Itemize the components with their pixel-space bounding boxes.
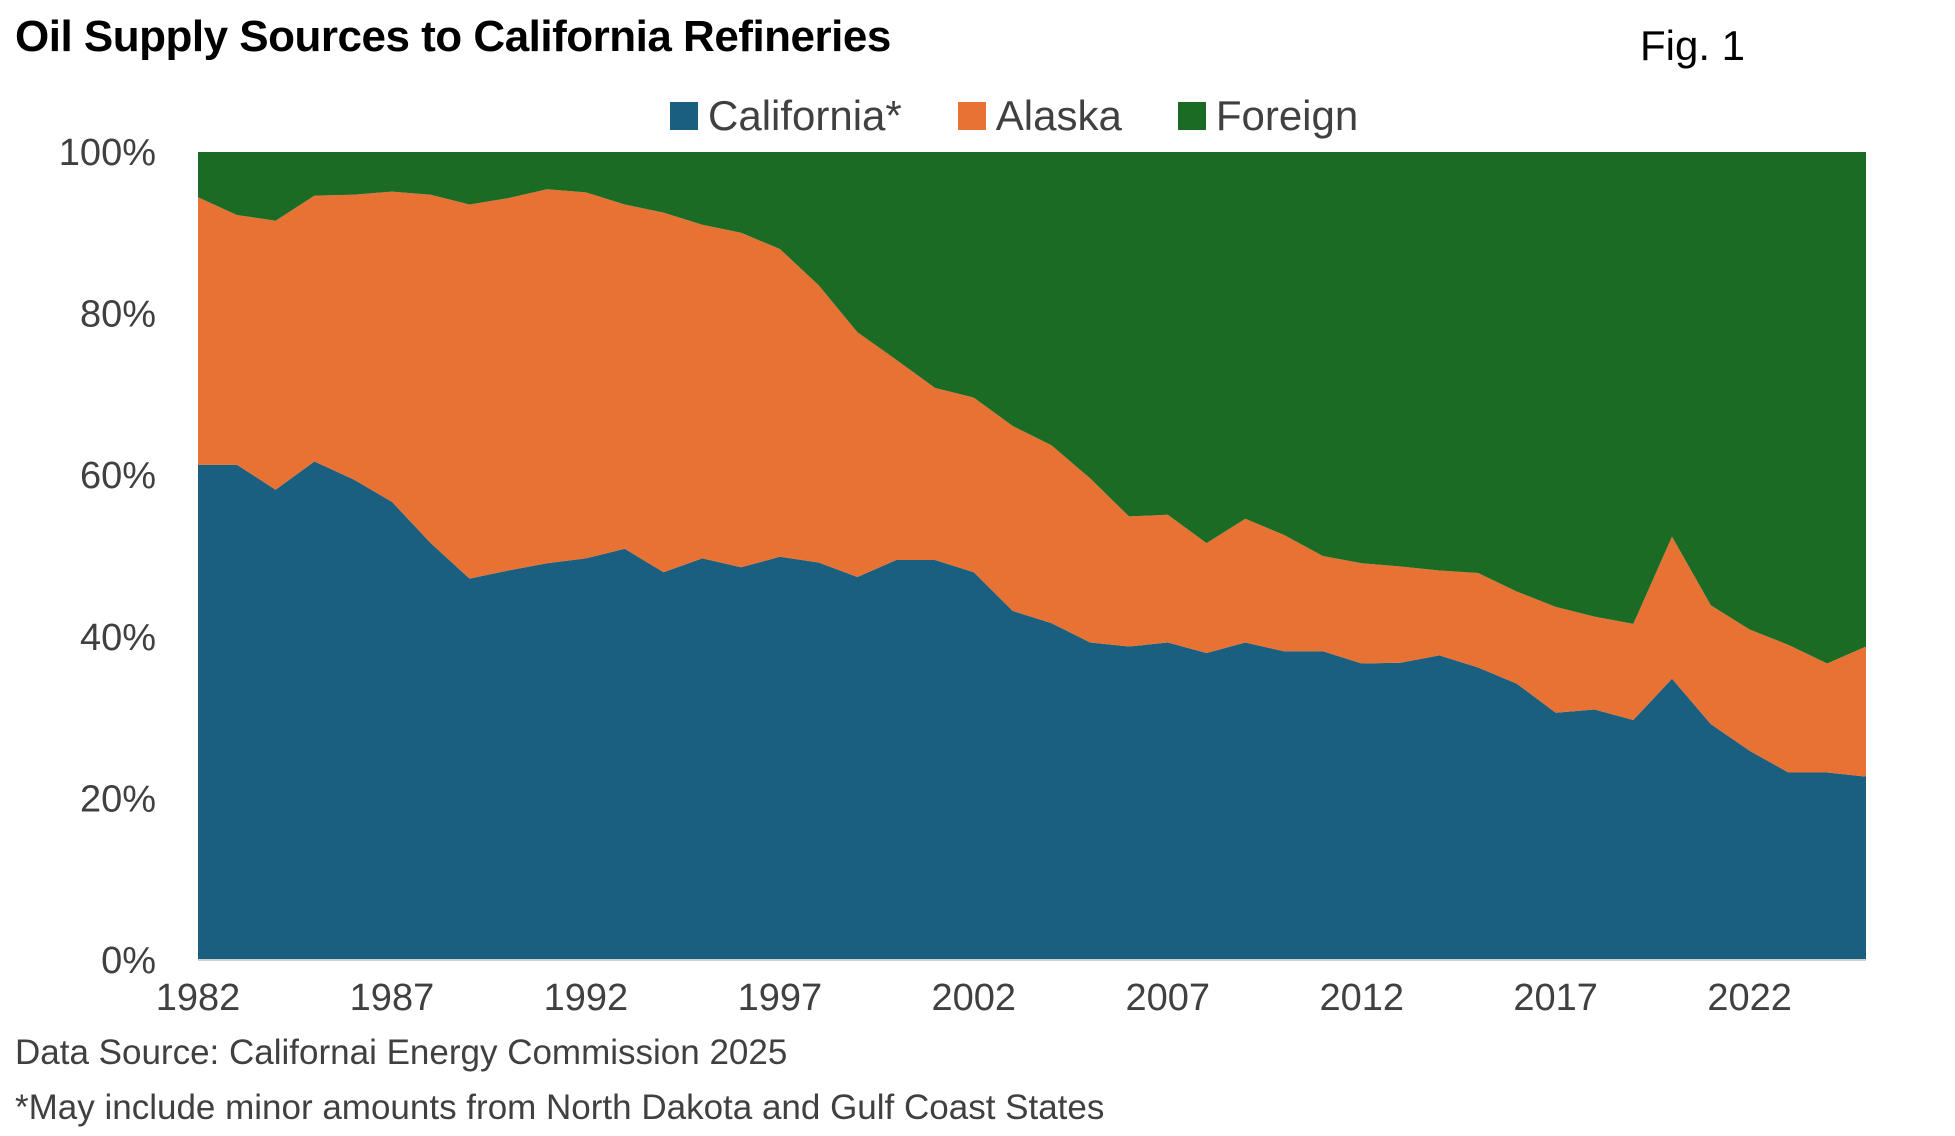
chart-legend: California* Alaska Foreign — [670, 88, 1358, 144]
legend-swatch-alaska — [957, 102, 986, 130]
legend-swatch-foreign — [1177, 102, 1206, 130]
x-tick-label: 2007 — [1125, 977, 1210, 1019]
y-tick-label: 40% — [80, 617, 156, 659]
x-tick-label: 1987 — [350, 977, 435, 1019]
y-tick-label: 80% — [80, 294, 156, 336]
x-axis-ticks: 1982 1987 1992 1997 2002 2007 2012 2017 2022 — [156, 977, 1792, 1019]
data-source-note: Data Source: Californai Energy Commissio… — [15, 1033, 788, 1072]
area-series-group — [198, 152, 1866, 960]
legend-item-foreign: Foreign — [1177, 92, 1359, 140]
x-tick-label: 2012 — [1319, 977, 1404, 1019]
area-series-foreign — [198, 152, 1866, 664]
chart-title: Oil Supply Sources to California Refiner… — [15, 12, 891, 61]
x-tick-label: 1982 — [156, 977, 241, 1019]
x-tick-label: 1997 — [738, 977, 823, 1019]
x-tick-label: 2022 — [1707, 977, 1792, 1019]
area-series-alaska — [198, 189, 1866, 777]
legend-label-california: California* — [708, 92, 902, 139]
y-axis-ticks: 0% 20% 40% 60% 80% 100% — [59, 132, 156, 982]
legend-label-foreign: Foreign — [1215, 92, 1359, 139]
footnote-note: *May include minor amounts from North Da… — [15, 1088, 1105, 1127]
y-tick-label: 60% — [80, 455, 156, 497]
x-tick-label: 2002 — [932, 977, 1017, 1019]
y-tick-label: 0% — [101, 940, 156, 982]
figure-label: Fig. 1 — [1640, 22, 1746, 69]
x-tick-label: 2017 — [1513, 977, 1598, 1019]
legend-swatch-california — [670, 102, 698, 130]
y-tick-label: 100% — [59, 132, 156, 174]
legend-item-alaska: Alaska — [957, 92, 1122, 140]
y-tick-label: 20% — [80, 778, 156, 820]
area-series-california — [198, 461, 1866, 960]
legend-label-alaska: Alaska — [995, 92, 1122, 139]
legend-item-california: California* — [670, 92, 902, 140]
x-tick-label: 1992 — [544, 977, 629, 1019]
